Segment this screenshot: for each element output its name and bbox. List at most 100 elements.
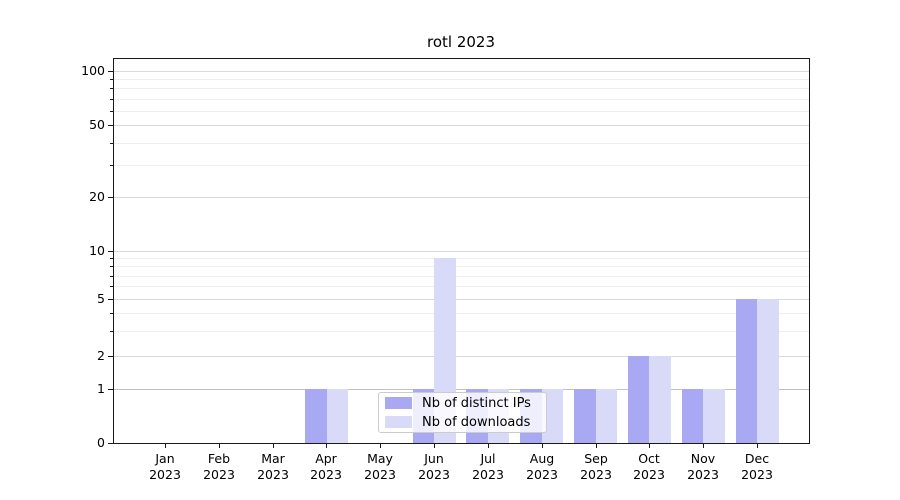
legend-entry: Nb of distinct IPs [385, 395, 540, 411]
y-tick-label: 10 [89, 243, 105, 258]
gridline-minor [114, 79, 809, 80]
x-tick-label-line: Aug [529, 451, 555, 466]
x-tick-label-line: 2023 [633, 467, 665, 482]
y-minor-tick [110, 99, 113, 100]
y-minor-tick [110, 258, 113, 259]
x-tick [219, 444, 220, 448]
x-tick-label-line: 2023 [687, 467, 719, 482]
x-tick [596, 444, 597, 448]
gridline-major [114, 71, 809, 72]
x-tick-label-line: Apr [315, 451, 337, 466]
bar-downloads [703, 389, 725, 443]
y-minor-tick [110, 111, 113, 112]
bar-downloads [326, 389, 348, 443]
x-tick-label-line: Dec [744, 451, 770, 466]
y-tick-label: 5 [97, 291, 105, 306]
x-tick-label-line: 2023 [149, 467, 181, 482]
gridline-major [114, 299, 809, 300]
gridline-minor [114, 276, 809, 277]
x-tick-label-line: Nov [690, 451, 716, 466]
x-tick-label-line: 2023 [310, 467, 342, 482]
x-tick-label-line: Jul [480, 451, 496, 466]
gridline-minor [114, 266, 809, 267]
y-tick [108, 71, 113, 72]
y-minor-tick [110, 286, 113, 287]
y-minor-tick [110, 276, 113, 277]
x-tick [703, 444, 704, 448]
y-tick [108, 443, 113, 444]
x-tick-label: Nov 2023 [671, 451, 735, 483]
x-tick-label-line: Oct [638, 451, 660, 466]
y-tick [108, 299, 113, 300]
y-tick-label: 100 [81, 63, 105, 78]
y-tick [108, 389, 113, 390]
x-tick-label-line: Mar [261, 451, 285, 466]
gridline-minor [114, 143, 809, 144]
x-tick-label-line: 2023 [472, 467, 504, 482]
x-tick-label: Apr 2023 [294, 451, 358, 483]
legend-swatch-icon [385, 416, 412, 428]
x-tick-label-line: 2023 [418, 467, 450, 482]
x-tick-label: Jan 2023 [133, 451, 197, 483]
y-tick-label: 1 [97, 381, 105, 396]
x-tick [273, 444, 274, 448]
bar-distinct-ips [735, 299, 757, 443]
gridline-minor [114, 99, 809, 100]
gridline-minor [114, 313, 809, 314]
x-tick [488, 444, 489, 448]
bar-distinct-ips [574, 389, 596, 443]
gridline-minor [114, 258, 809, 259]
y-tick-label: 0 [97, 435, 105, 450]
x-tick-label-line: Feb [207, 451, 231, 466]
y-tick [108, 251, 113, 252]
x-tick-label-line: Jan [155, 451, 175, 466]
legend-entry: Nb of downloads [385, 414, 540, 430]
legend-label: Nb of distinct IPs [422, 395, 531, 411]
y-tick [108, 125, 113, 126]
x-tick [380, 444, 381, 448]
x-tick [165, 444, 166, 448]
x-tick-label: Mar 2023 [241, 451, 305, 483]
y-minor-tick [110, 266, 113, 267]
x-tick-label: Feb 2023 [187, 451, 251, 483]
y-minor-tick [110, 79, 113, 80]
x-tick [542, 444, 543, 448]
y-minor-tick [110, 143, 113, 144]
x-tick-label-line: 2023 [741, 467, 773, 482]
legend-label: Nb of downloads [422, 414, 531, 430]
y-minor-tick [110, 165, 113, 166]
x-tick [757, 444, 758, 448]
x-tick-label-line: 2023 [257, 467, 289, 482]
y-tick-label: 50 [89, 117, 105, 132]
x-tick-label-line: 2023 [580, 467, 612, 482]
x-tick-label-line: 2023 [203, 467, 235, 482]
gridline-major [114, 356, 809, 357]
x-tick-label-line: 2023 [364, 467, 396, 482]
bar-distinct-ips [627, 356, 650, 443]
x-tick-label: Dec 2023 [725, 451, 789, 483]
plot-area [113, 58, 810, 444]
y-minor-tick [110, 313, 113, 314]
y-tick-label: 20 [89, 189, 105, 204]
bar-distinct-ips [305, 389, 327, 443]
x-tick-label: Aug 2023 [510, 451, 574, 483]
gridline-minor [114, 286, 809, 287]
chart-title: rotl 2023 [426, 33, 495, 51]
x-tick-label: Oct 2023 [617, 451, 681, 483]
gridline-major [114, 251, 809, 252]
x-tick-label: May 2023 [348, 451, 412, 483]
x-tick [326, 444, 327, 448]
bar-downloads [649, 356, 671, 443]
gridline-major [114, 125, 809, 126]
y-tick [108, 356, 113, 357]
bar-downloads [541, 389, 564, 443]
legend: Nb of distinct IPs Nb of downloads [378, 392, 547, 433]
bar-downloads [757, 299, 779, 443]
x-tick-label-line: Jun [424, 451, 444, 466]
x-tick [434, 444, 435, 448]
x-tick-label-line: May [367, 451, 393, 466]
x-tick-label: Jun 2023 [402, 451, 466, 483]
gridline-major [114, 197, 809, 198]
y-minor-tick [110, 331, 113, 332]
